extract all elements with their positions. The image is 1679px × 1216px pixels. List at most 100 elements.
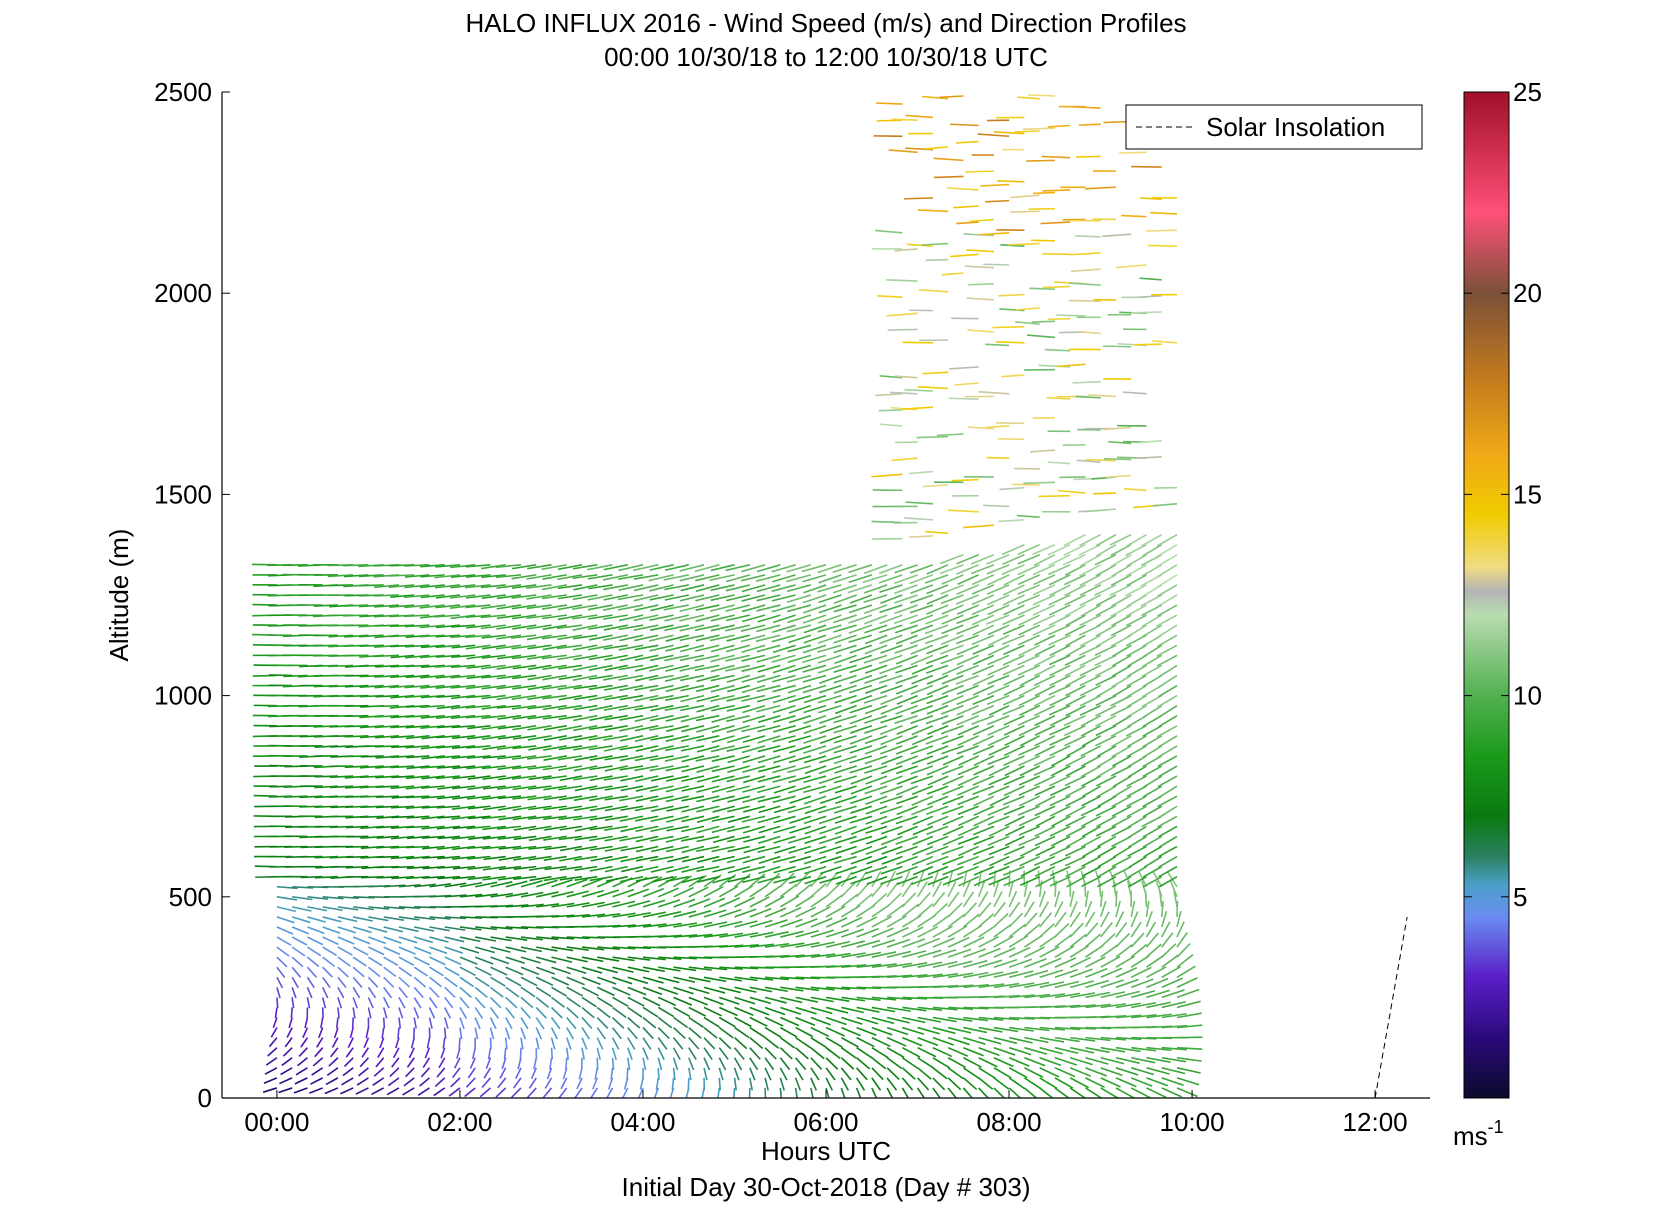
wind-barb xyxy=(1009,1016,1035,1020)
wind-barb xyxy=(749,884,768,898)
wind-barb xyxy=(803,624,827,634)
wind-barb xyxy=(864,664,888,674)
wind-barb xyxy=(1033,765,1056,777)
wind-barb xyxy=(481,574,506,579)
wind-barb xyxy=(527,684,552,691)
wind-barb xyxy=(740,624,766,632)
wind-barb xyxy=(1008,242,1040,246)
wind-barb xyxy=(1085,1067,1107,1077)
wind-barb xyxy=(978,913,995,928)
wind-barb xyxy=(262,1087,278,1093)
wind-barb xyxy=(895,845,918,855)
wind-barb xyxy=(905,501,933,505)
wind-barb xyxy=(712,875,735,884)
wind-barb xyxy=(1024,969,1049,979)
wind-barb xyxy=(612,912,636,918)
wind-barb xyxy=(803,584,827,594)
wind-barb xyxy=(551,879,573,888)
wind-barb xyxy=(680,674,705,682)
wind-barb xyxy=(671,1077,675,1091)
wind-barb xyxy=(405,654,430,659)
wind-barb xyxy=(566,1006,579,1019)
wind-barb xyxy=(466,694,491,699)
wind-barb xyxy=(374,604,400,608)
wind-barb xyxy=(866,835,888,845)
wind-barb xyxy=(437,865,461,869)
wind-barb xyxy=(825,1047,841,1060)
wind-barb xyxy=(1109,533,1132,546)
wind-barb xyxy=(587,594,613,601)
wind-barb xyxy=(419,624,445,629)
wind-barb xyxy=(924,624,949,635)
wind-barb xyxy=(680,735,705,743)
wind-barb xyxy=(902,1036,923,1047)
wind-barb xyxy=(1158,715,1178,728)
wind-barb xyxy=(1095,624,1117,637)
wind-barb xyxy=(436,825,461,830)
wind-barb xyxy=(597,966,618,974)
wind-barb xyxy=(742,795,766,804)
wind-barb xyxy=(1069,890,1075,908)
wind-barb xyxy=(725,644,751,653)
wind-barb xyxy=(818,835,842,845)
wind-barb xyxy=(314,875,338,879)
wind-barb xyxy=(681,775,705,783)
wind-barb xyxy=(635,875,659,882)
wind-barb xyxy=(581,878,603,888)
wind-barb xyxy=(696,805,720,813)
wind-barb xyxy=(917,1036,939,1047)
wind-barb xyxy=(795,1016,816,1026)
wind-barb xyxy=(871,870,882,888)
wind-barb xyxy=(1003,604,1025,616)
wind-barb xyxy=(276,997,279,1009)
wind-barb xyxy=(503,1047,507,1060)
wind-barb xyxy=(864,704,888,715)
wind-barb xyxy=(832,584,857,594)
wind-barb xyxy=(1125,725,1147,737)
wind-barb xyxy=(956,624,979,635)
wind-barb xyxy=(658,910,682,918)
wind-barb xyxy=(542,664,567,671)
wind-barb xyxy=(435,674,461,679)
wind-barb xyxy=(926,785,949,795)
wind-barb xyxy=(941,684,964,696)
wind-barb xyxy=(719,976,743,982)
wind-barb xyxy=(1034,825,1056,837)
wind-barb xyxy=(911,725,934,736)
wind-barb xyxy=(1049,725,1071,736)
wind-barb xyxy=(489,1037,492,1050)
wind-barb xyxy=(871,1067,884,1081)
wind-barb xyxy=(804,805,827,815)
wind-barb xyxy=(880,825,903,835)
wind-barb xyxy=(589,875,613,882)
wind-barb xyxy=(433,1087,446,1097)
wind-barb xyxy=(819,825,842,835)
wind-barb xyxy=(620,805,644,812)
wind-barb xyxy=(789,825,812,834)
wind-barb xyxy=(1033,574,1056,586)
wind-barb xyxy=(758,714,781,723)
wind-barb xyxy=(550,1027,559,1040)
wind-barb xyxy=(581,1016,593,1030)
wind-barb xyxy=(978,1026,1003,1033)
wind-barb xyxy=(511,775,537,780)
wind-barb xyxy=(1081,855,1102,868)
wind-barb xyxy=(972,725,995,736)
wind-barb xyxy=(875,229,903,234)
wind-barb xyxy=(1176,1046,1203,1050)
plot-area: 00:00 02:00 04:00 06:00 08:00 10:00 12:00 0500… xyxy=(154,77,1430,1137)
wind-barb xyxy=(1040,221,1071,225)
wind-barb xyxy=(279,1077,293,1085)
wind-barb xyxy=(757,735,781,744)
wind-barb xyxy=(496,634,522,640)
wind-barb xyxy=(375,694,399,698)
wind-barb xyxy=(887,962,912,969)
wind-barb xyxy=(1039,945,1060,958)
wind-barb xyxy=(664,624,689,632)
wind-barb xyxy=(1039,957,1062,968)
colorbar-tick-label: 5 xyxy=(1513,882,1527,912)
wind-barb xyxy=(926,644,949,655)
wind-barb xyxy=(328,664,354,668)
x-ticks: 00:00 02:00 04:00 06:00 08:00 10:00 12:00 xyxy=(244,1090,1408,1137)
wind-barb xyxy=(422,855,445,859)
